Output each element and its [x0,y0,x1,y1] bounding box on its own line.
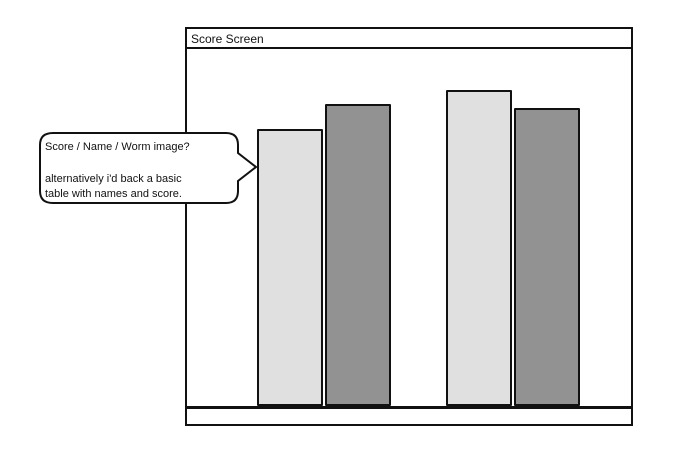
bar-2-series-2 [514,108,580,406]
bar-2-series-1 [446,90,512,406]
bar-1-series-1 [257,129,323,406]
window-title: Score Screen [191,32,264,46]
window-footer-bar [187,406,631,422]
callout-line-alternative: alternatively i'd back a basic [45,173,182,185]
score-screen-window: Score Screen [185,27,633,426]
score-chart-area [187,51,631,406]
window-title-bar: Score Screen [187,29,631,49]
callout-line-question: Score / Name / Worm image? [45,141,190,153]
bar-1-series-2 [325,104,391,406]
callout-line-table: table with names and score. [45,188,182,200]
